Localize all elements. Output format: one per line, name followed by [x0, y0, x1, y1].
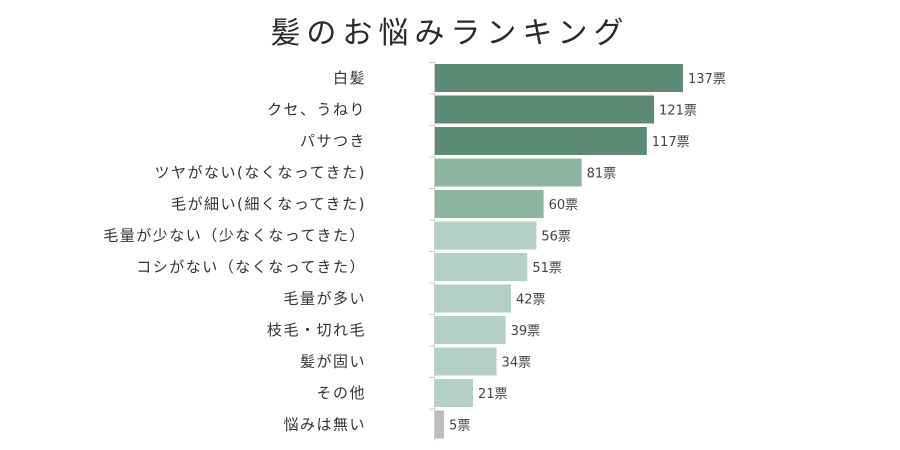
- bar-1: [435, 64, 683, 92]
- category-label: その他: [316, 384, 366, 402]
- category-label: 悩みは無い: [283, 416, 366, 434]
- bar-4: [435, 158, 582, 187]
- bar-10: [435, 347, 497, 376]
- bar-8: [435, 284, 512, 313]
- category-label: クセ、うねり: [267, 101, 366, 119]
- category-label: 枝毛・切れ毛: [267, 321, 366, 339]
- value-label: 137票: [688, 72, 726, 87]
- category-label: 髪が固い: [300, 353, 366, 371]
- category-label: パサつき: [300, 132, 366, 150]
- bar-11: [435, 379, 474, 407]
- bar-9: [435, 316, 506, 344]
- bar-7: [435, 253, 528, 281]
- value-label: 21票: [478, 387, 508, 402]
- value-labels: 137票 121票 117票 81票 60票 56票 51票 42票 39票 34票 21票 5票: [449, 72, 726, 434]
- y-axis: [429, 62, 435, 441]
- chart-title: 髪のお悩みランキング: [270, 16, 630, 51]
- category-label: 毛量が多い: [283, 290, 366, 308]
- value-label: 81票: [587, 167, 617, 182]
- value-label: 42票: [516, 293, 546, 308]
- value-label: 39票: [511, 324, 541, 339]
- bar-6: [435, 221, 537, 250]
- category-label: 白髪: [333, 69, 366, 87]
- category-label: コシがない（なくなってきた）: [136, 258, 366, 276]
- value-label: 60票: [549, 198, 579, 213]
- value-label: 34票: [502, 356, 532, 371]
- category-label: 毛量が少ない（少なくなってきた）: [103, 227, 366, 245]
- value-label: 5票: [449, 419, 470, 434]
- bar-3: [435, 127, 647, 155]
- value-label: 121票: [659, 104, 697, 119]
- category-label: 毛が細い(細くなってきた): [171, 195, 366, 213]
- bar-5: [435, 190, 544, 218]
- bar-12: [435, 410, 445, 439]
- bars: [435, 64, 683, 439]
- category-label: ツヤがない(なくなってきた): [154, 164, 366, 182]
- bar-2: [435, 95, 655, 124]
- value-label: 117票: [652, 135, 690, 150]
- value-label: 56票: [541, 230, 571, 245]
- value-label: 51票: [532, 261, 562, 276]
